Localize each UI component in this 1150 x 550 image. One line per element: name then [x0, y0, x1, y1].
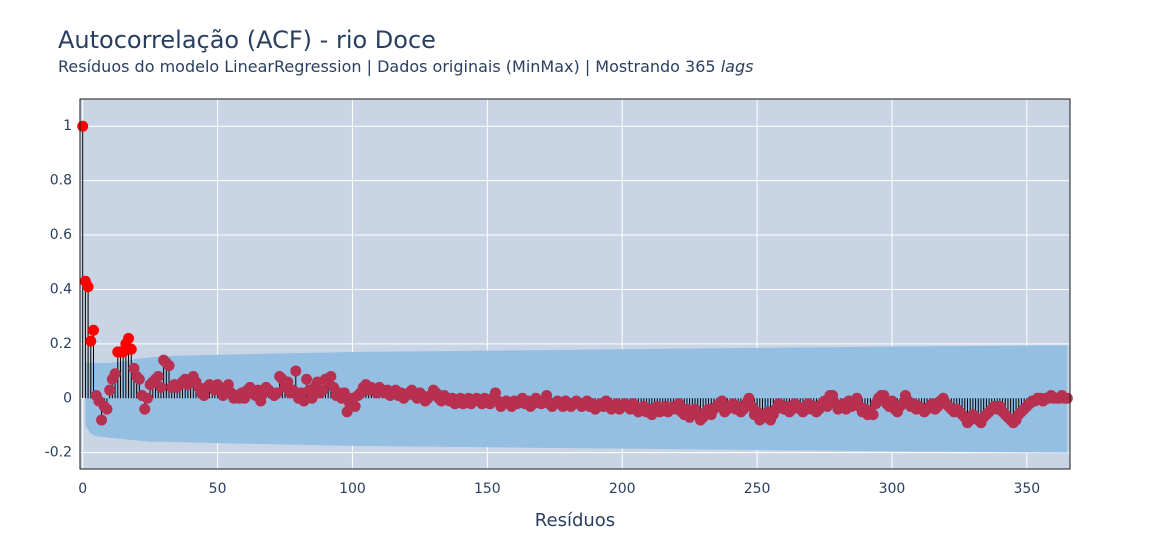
acf-point	[716, 395, 728, 407]
acf-point	[133, 373, 145, 385]
acf-point	[85, 335, 97, 347]
acf-point	[349, 400, 361, 412]
acf-point	[338, 387, 350, 399]
acf-point	[123, 332, 135, 344]
acf-point	[1061, 392, 1073, 404]
acf-point	[867, 409, 879, 421]
acf-point	[306, 392, 318, 404]
acf-point	[109, 368, 121, 380]
x-tick-label: 300	[879, 481, 906, 497]
x-tick-label: 250	[744, 481, 771, 497]
plot-layer	[77, 99, 1073, 469]
acf-point	[325, 371, 337, 382]
acf-point	[87, 324, 99, 336]
acf-point	[141, 392, 153, 404]
x-tick-label: 150	[474, 481, 501, 497]
chart-title: Autocorrelação (ACF) - rio Doce	[58, 26, 436, 54]
acf-point	[96, 414, 108, 426]
subtitle-emphasis: lags	[721, 57, 754, 76]
y-tick-label: 0	[63, 390, 72, 406]
x-tick-label: 200	[609, 481, 636, 497]
y-tick-label: -0.2	[45, 445, 72, 461]
acf-point	[271, 387, 283, 399]
acf-point	[301, 373, 313, 385]
acf-point	[139, 403, 151, 415]
chart-subtitle: Resíduos do modelo LinearRegression | Da…	[58, 57, 753, 76]
acf-point	[82, 281, 94, 293]
acf-point	[155, 381, 167, 393]
acf-point	[163, 360, 175, 372]
acf-point	[125, 343, 137, 355]
y-tick-label: 0.4	[50, 281, 72, 297]
acf-point	[101, 403, 113, 415]
plot-border	[79, 98, 1071, 470]
x-tick-label: 350	[1013, 481, 1040, 497]
x-tick-label: 0	[78, 481, 87, 497]
x-tick-label: 50	[209, 481, 227, 497]
acf-point	[77, 120, 89, 132]
y-tick-label: 0.8	[50, 173, 72, 189]
subtitle-text: Resíduos do modelo LinearRegression | Da…	[58, 57, 716, 76]
x-axis-title: Resíduos	[535, 510, 615, 531]
y-tick-label: 0.6	[50, 227, 72, 243]
acf-point	[152, 371, 164, 382]
x-tick-label: 100	[339, 481, 366, 497]
acf-point	[317, 384, 329, 396]
acf-point	[104, 384, 116, 396]
y-tick-label: 0.2	[50, 336, 72, 352]
acf-point	[282, 376, 294, 388]
acf-point	[290, 365, 302, 377]
y-tick-label: 1	[63, 118, 72, 134]
